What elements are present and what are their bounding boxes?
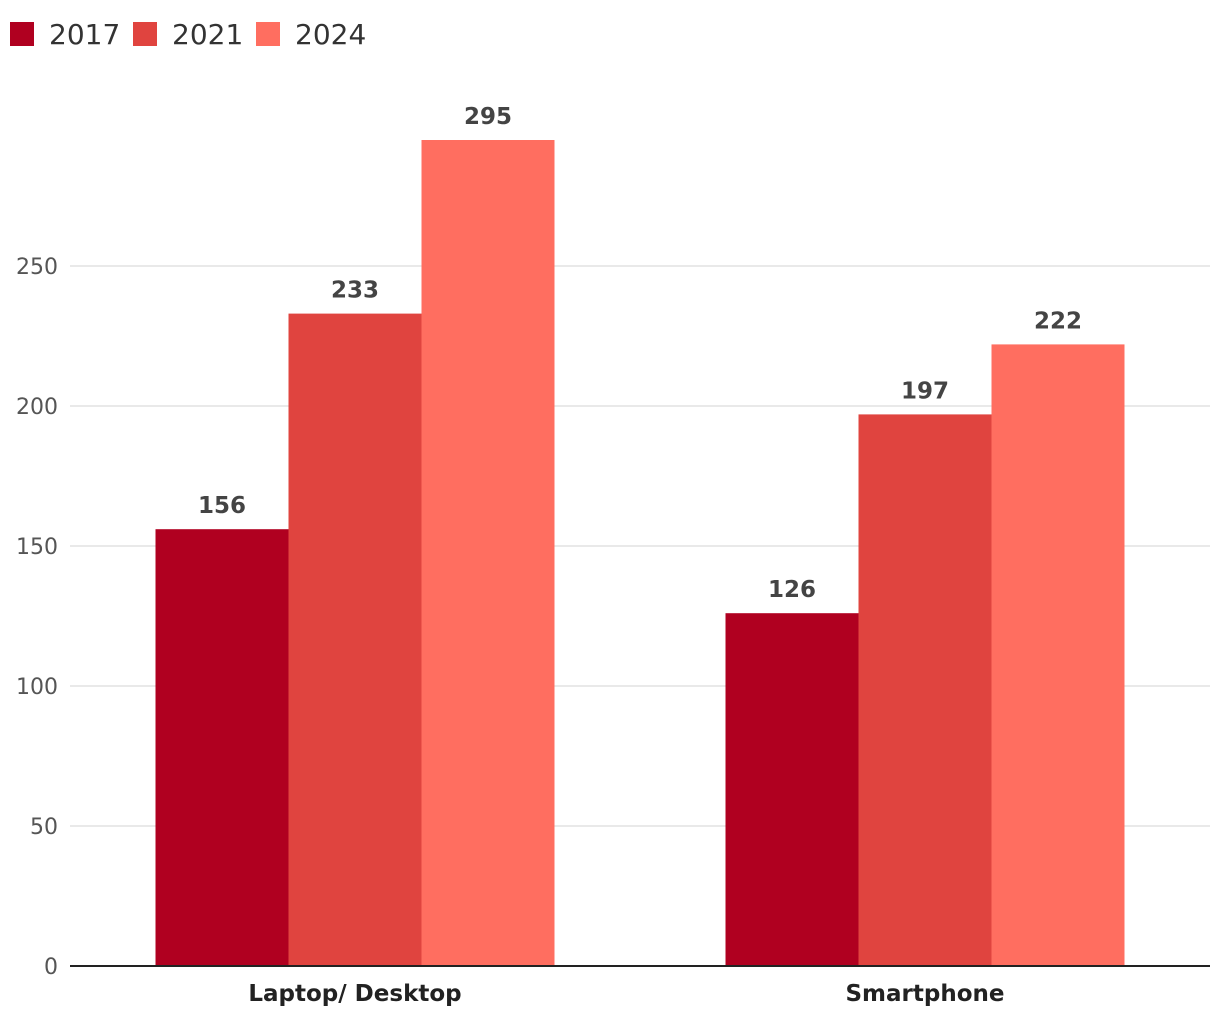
legend-label-2017: 2017 [49,18,120,51]
y-tick-label-0: 0 [44,955,58,980]
bars [155,140,1125,967]
y-tick-label-200: 200 [16,395,58,420]
value-label-smartphone-2024: 222 [1034,308,1082,334]
value-labels: 156 233 295 126 197 222 [198,104,1082,603]
y-tick-label-250: 250 [16,255,58,280]
legend-label-2024: 2024 [295,18,366,51]
y-tick-label-150: 150 [16,535,58,560]
bar-smartphone-2021 [858,414,992,966]
value-label-laptop-desktop-2017: 156 [198,493,246,519]
value-label-laptop-desktop-2021: 233 [331,278,379,304]
category-label-smartphone: Smartphone [845,981,1004,1007]
bar-laptop-desktop-2024 [421,140,555,966]
bar-smartphone-2017 [725,613,859,966]
y-axis: 0 50 100 150 200 250 [16,255,58,980]
category-label-laptop-desktop: Laptop/ Desktop [248,981,461,1007]
legend-swatch-2024 [256,22,280,46]
x-axis: Laptop/ Desktop Smartphone [70,965,1210,1007]
y-tick-label-50: 50 [30,815,58,840]
bar-smartphone-2024 [991,344,1125,966]
bar-laptop-desktop-2021 [288,313,422,967]
y-tick-label-100: 100 [16,675,58,700]
legend-swatch-2021 [133,22,157,46]
legend-label-2021: 2021 [172,18,243,51]
value-label-laptop-desktop-2024: 295 [464,104,512,130]
value-label-smartphone-2021: 197 [901,378,949,404]
legend-swatch-2017 [10,22,34,46]
value-label-smartphone-2017: 126 [768,577,816,603]
bar-laptop-desktop-2017 [155,529,289,966]
legend: 2017 2021 2024 [10,18,366,51]
